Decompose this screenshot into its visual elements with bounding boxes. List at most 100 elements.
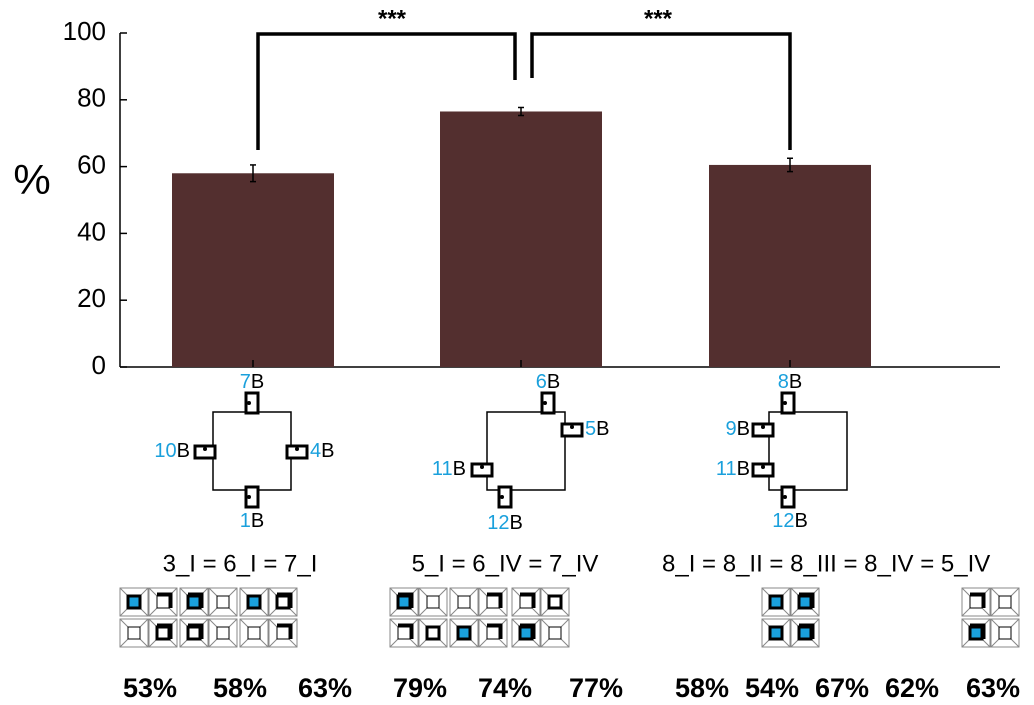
port-suffix: B [596, 418, 609, 440]
port-number: 1 [240, 510, 251, 532]
port-label: 8B [778, 371, 802, 393]
bar [172, 173, 334, 367]
tile-center [188, 627, 200, 639]
port-label: 10B [154, 440, 190, 462]
port-number: 7 [240, 371, 251, 393]
tile-icon [180, 588, 237, 647]
equation: 8_I = 8_II = 8_III = 8_IV = 5_IV [662, 550, 990, 577]
percent-label: 74% [478, 673, 532, 703]
port-number: 12 [772, 510, 794, 532]
y-tick-label: 20 [77, 283, 106, 313]
junction-box [213, 412, 291, 490]
tile-center [458, 627, 470, 639]
tile-center [999, 596, 1011, 608]
figure: % 020406080100******7B10B4B1B6B5B11B12B8… [0, 0, 1034, 705]
port-label: 6B [536, 371, 560, 393]
significance-label: *** [378, 5, 407, 32]
y-tick-label: 80 [77, 83, 106, 113]
tile-center [970, 627, 982, 639]
port-arrow [543, 401, 547, 405]
tile-center [999, 627, 1011, 639]
tile-center [128, 596, 140, 608]
port-arrow [295, 447, 299, 451]
bar [440, 111, 602, 367]
tile-center [128, 627, 140, 639]
port-suffix: B [177, 440, 190, 462]
tile-center [248, 627, 260, 639]
tile-center [487, 596, 499, 608]
port-label: 11B [716, 458, 750, 480]
tile-center [277, 627, 289, 639]
port-suffix: B [509, 512, 522, 534]
tile-center [398, 627, 410, 639]
port-number: 11 [716, 458, 737, 480]
tile-center [770, 627, 782, 639]
tile-center [799, 596, 811, 608]
port-number: 5 [585, 418, 596, 440]
port-label: 7B [240, 371, 264, 393]
junction-box [487, 412, 565, 490]
port-suffix: B [321, 440, 334, 462]
y-tick-label: 0 [92, 350, 106, 380]
port-suffix: B [453, 458, 466, 480]
port-number: 4 [310, 440, 321, 462]
port-number: 8 [778, 371, 789, 393]
tile-center [520, 627, 532, 639]
tile-center [277, 596, 289, 608]
port-number: 11 [432, 458, 453, 480]
tile-center [188, 596, 200, 608]
port-suffix: B [794, 510, 807, 532]
tile-center [157, 596, 169, 608]
y-tick-label: 100 [63, 16, 106, 46]
port-arrow [761, 425, 765, 429]
page: % 020406080100******7B10B4B1B6B5B11B12B8… [0, 0, 1034, 705]
port-number: 12 [487, 512, 509, 534]
tile-center [427, 596, 439, 608]
tile-icon [390, 588, 447, 647]
tile-center [157, 627, 169, 639]
tile-icon [762, 588, 819, 647]
port-label: 4B [310, 440, 334, 462]
y-label: % [13, 156, 50, 203]
port-suffix: B [251, 510, 264, 532]
significance-label: *** [644, 5, 673, 32]
tile-center [217, 596, 229, 608]
port-label: 12B [772, 510, 808, 532]
junction-box [769, 412, 847, 490]
tile-center [799, 627, 811, 639]
port-label: 9B [726, 418, 750, 440]
port-label: 11B [432, 458, 466, 480]
port-label: 1B [240, 510, 264, 532]
bar [709, 165, 871, 367]
tile-icon [240, 588, 297, 647]
percent-label: 62% [885, 673, 939, 703]
tile-center [427, 627, 439, 639]
tile-center [770, 596, 782, 608]
percent-label: 63% [966, 673, 1020, 703]
port-arrow [247, 401, 251, 405]
port-arrow [500, 495, 504, 499]
tile-icon [120, 588, 177, 647]
percent-label: 58% [213, 673, 267, 703]
tile-center [248, 596, 260, 608]
port-number: 9 [726, 418, 737, 440]
percent-label: 67% [815, 673, 869, 703]
tile-center [549, 596, 561, 608]
percent-label: 54% [745, 673, 799, 703]
port-suffix: B [789, 371, 802, 393]
tile-center [970, 596, 982, 608]
port-label: 12B [487, 512, 523, 534]
tile-icon [450, 588, 507, 647]
percent-label: 63% [298, 673, 352, 703]
port-suffix: B [251, 371, 264, 393]
tile-center [487, 627, 499, 639]
tile-center [398, 596, 410, 608]
percent-label: 79% [393, 673, 447, 703]
port-suffix: B [737, 458, 750, 480]
y-tick-label: 60 [77, 149, 106, 179]
port-arrow [247, 495, 251, 499]
port-number: 6 [536, 371, 547, 393]
tile-center [217, 627, 229, 639]
tile-center [458, 596, 470, 608]
port-arrow [783, 401, 787, 405]
